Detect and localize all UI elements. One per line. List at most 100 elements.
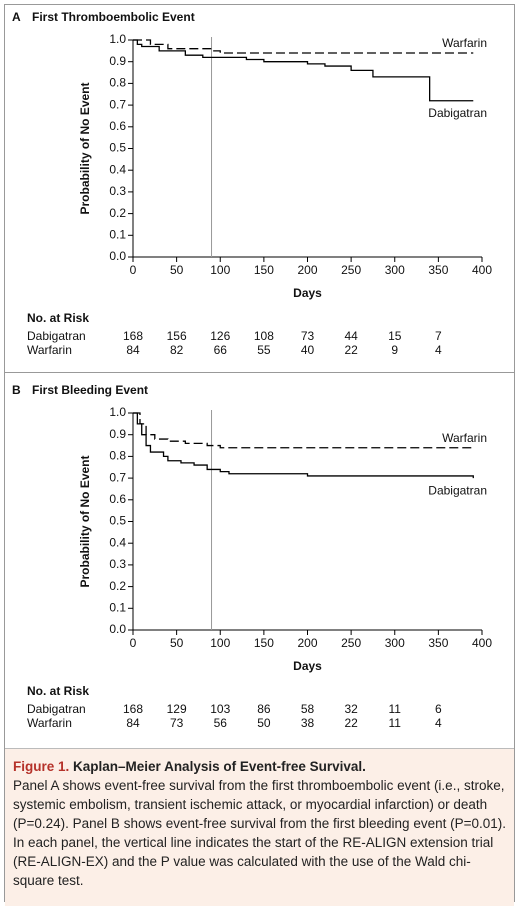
y-tick-label: 0.3 — [109, 557, 126, 571]
x-tick-label: 150 — [254, 636, 274, 650]
y-tick-label: 1.0 — [109, 32, 126, 46]
panel-title: First Bleeding Event — [32, 383, 148, 397]
legend-label: Dabigatran — [428, 483, 487, 497]
x-tick-label: 0 — [130, 263, 137, 277]
risk-count: 4 — [435, 343, 442, 357]
risk-count: 126 — [210, 329, 230, 343]
x-tick-label: 50 — [170, 263, 184, 277]
risk-count: 73 — [170, 716, 184, 730]
risk-count: 38 — [301, 716, 315, 730]
risk-count: 32 — [344, 702, 358, 716]
x-tick-label: 200 — [297, 263, 317, 277]
caption-label: Figure 1. — [13, 759, 70, 774]
risk-count: 103 — [210, 702, 230, 716]
x-tick-label: 100 — [210, 263, 230, 277]
survival-curve — [133, 412, 474, 449]
risk-table-title: No. at Risk — [27, 311, 89, 325]
y-tick-label: 1.0 — [109, 405, 126, 419]
y-tick-label: 0.3 — [109, 184, 126, 198]
x-tick-label: 0 — [130, 636, 137, 650]
risk-count: 168 — [123, 329, 143, 343]
risk-count: 44 — [344, 329, 358, 343]
caption-title: Kaplan–Meier Analysis of Event-free Surv… — [73, 759, 366, 774]
survival-curve — [133, 39, 474, 102]
risk-count: 50 — [257, 716, 271, 730]
risk-count: 66 — [214, 343, 228, 357]
risk-count: 55 — [257, 343, 271, 357]
y-tick-label: 0.1 — [109, 600, 126, 614]
x-tick-label: 400 — [472, 263, 492, 277]
y-tick-label: 0.5 — [109, 514, 126, 528]
risk-table-title: No. at Risk — [27, 684, 89, 698]
y-tick-label: 0.5 — [109, 141, 126, 155]
y-tick-label: 0.2 — [109, 206, 126, 220]
risk-count: 9 — [391, 343, 398, 357]
legend-label: Warfarin — [442, 431, 487, 445]
caption-text: Panel A shows event-free survival from t… — [13, 778, 506, 888]
x-tick-label: 400 — [472, 636, 492, 650]
risk-count: 22 — [344, 716, 358, 730]
y-tick-label: 0.4 — [109, 162, 126, 176]
x-tick-label: 150 — [254, 263, 274, 277]
risk-count: 11 — [389, 716, 402, 730]
y-axis-label: Probability of No Event — [78, 82, 92, 214]
risk-count: 86 — [257, 702, 271, 716]
y-tick-label: 0.1 — [109, 227, 126, 241]
risk-row-name: Dabigatran — [27, 329, 86, 343]
risk-count: 84 — [126, 343, 140, 357]
legend-label: Dabigatran — [428, 106, 487, 120]
caption: Figure 1. Kaplan–Meier Analysis of Event… — [5, 748, 514, 906]
y-tick-label: 0.0 — [109, 249, 126, 263]
x-tick-label: 350 — [428, 263, 448, 277]
risk-count: 7 — [435, 329, 442, 343]
x-axis-label: Days — [293, 659, 322, 673]
y-tick-label: 0.7 — [109, 470, 126, 484]
y-tick-label: 0.8 — [109, 76, 126, 90]
risk-count: 73 — [301, 329, 315, 343]
risk-row-name: Dabigatran — [27, 702, 86, 716]
y-tick-label: 0.7 — [109, 97, 126, 111]
y-tick-label: 0.0 — [109, 622, 126, 636]
y-tick-label: 0.8 — [109, 449, 126, 463]
y-tick-label: 0.9 — [109, 54, 126, 68]
x-tick-label: 300 — [385, 636, 405, 650]
y-tick-label: 0.9 — [109, 427, 126, 441]
risk-count: 156 — [167, 329, 187, 343]
x-tick-label: 50 — [170, 636, 184, 650]
panel-title: First Thromboembolic Event — [32, 10, 195, 24]
risk-count: 40 — [301, 343, 315, 357]
risk-count: 22 — [344, 343, 358, 357]
risk-count: 58 — [301, 702, 315, 716]
x-tick-label: 250 — [341, 636, 361, 650]
risk-row-name: Warfarin — [27, 343, 72, 357]
x-tick-label: 350 — [428, 636, 448, 650]
x-tick-label: 250 — [341, 263, 361, 277]
risk-count: 129 — [167, 702, 187, 716]
panel-label: A — [12, 10, 21, 24]
y-tick-label: 0.4 — [109, 535, 126, 549]
risk-count: 168 — [123, 702, 143, 716]
y-tick-label: 0.6 — [109, 119, 126, 133]
risk-count: 11 — [389, 702, 402, 716]
x-tick-label: 200 — [297, 636, 317, 650]
x-tick-label: 300 — [385, 263, 405, 277]
legend-label: Warfarin — [442, 36, 487, 50]
x-tick-label: 100 — [210, 636, 230, 650]
survival-curve — [133, 39, 474, 54]
survival-curve — [133, 412, 474, 479]
risk-count: 108 — [254, 329, 274, 343]
y-tick-label: 0.6 — [109, 492, 126, 506]
risk-count: 82 — [170, 343, 184, 357]
y-axis-label: Probability of No Event — [78, 455, 92, 587]
panel-label: B — [12, 383, 21, 397]
risk-count: 15 — [388, 329, 402, 343]
risk-count: 4 — [435, 716, 442, 730]
risk-row-name: Warfarin — [27, 716, 72, 730]
risk-count: 84 — [126, 716, 140, 730]
risk-count: 56 — [214, 716, 228, 730]
y-tick-label: 0.2 — [109, 579, 126, 593]
x-axis-label: Days — [293, 286, 322, 300]
risk-count: 6 — [435, 702, 442, 716]
